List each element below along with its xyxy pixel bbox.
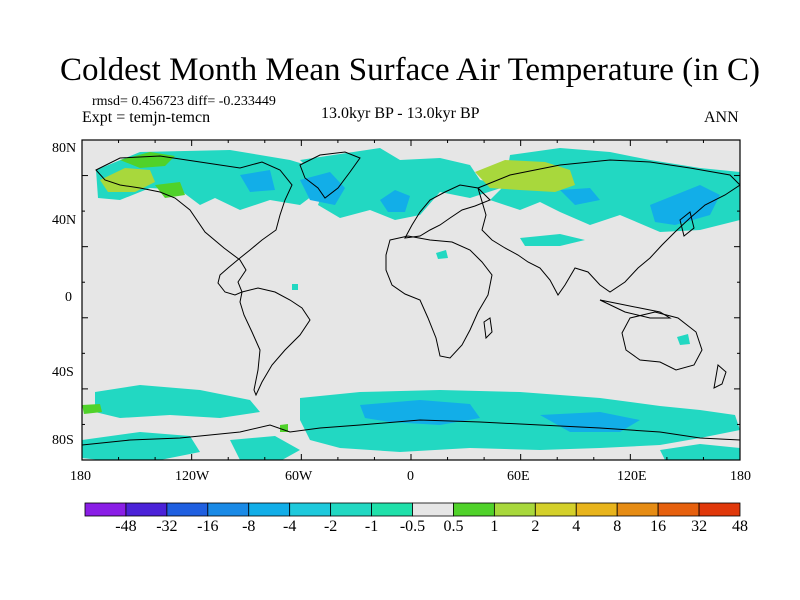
lon-label: 120W — [175, 469, 210, 484]
colorbar-label: 4 — [572, 518, 581, 535]
colorbar-label: 1 — [490, 518, 499, 535]
anomaly-region — [300, 148, 510, 220]
anomaly-region — [240, 170, 275, 192]
anomaly-region — [475, 160, 575, 192]
coastline-greenland — [299, 151, 361, 199]
anomaly-fields — [82, 148, 740, 460]
season-label: ANN — [704, 109, 739, 126]
anomaly-region — [100, 168, 155, 192]
lon-label: 60W — [285, 469, 313, 484]
period-label: 13.0kyr BP - 13.0kyr BP — [321, 105, 480, 122]
anomaly-region — [155, 182, 185, 198]
anomaly-region — [560, 188, 600, 205]
map-title: Coldest Month Mean Surface Air Temperatu… — [60, 52, 760, 88]
anomaly-region — [660, 444, 740, 460]
coastline-north-america — [95, 155, 293, 296]
colorbar-label: -48 — [115, 518, 137, 535]
colorbar-label: 2 — [531, 518, 540, 535]
coastline-madagascar — [483, 317, 493, 340]
coastline-new-zealand — [713, 364, 727, 389]
anomaly-region — [677, 334, 690, 345]
colorbar-swatch — [207, 502, 250, 517]
coastline-japan — [679, 211, 695, 237]
colorbar-swatch — [575, 502, 618, 517]
coastline-australia — [621, 311, 703, 371]
colorbar-label: -2 — [323, 518, 338, 535]
anomaly-region — [436, 250, 448, 259]
colorbar-label: 0.5 — [443, 518, 464, 535]
coastline-asia — [477, 159, 740, 296]
lon-label: 120E — [617, 469, 647, 484]
colorbar — [84, 502, 741, 517]
anomaly-region — [280, 424, 288, 432]
colorbar-swatch — [371, 502, 413, 517]
colorbar-swatch — [125, 502, 168, 517]
coastlines — [82, 151, 740, 446]
colorbar-swatch — [493, 502, 536, 517]
anomaly-region — [95, 385, 260, 418]
coastline-europe — [404, 184, 491, 239]
colorbar-swatch — [534, 502, 577, 517]
lon-label: 0 — [407, 469, 414, 484]
colorbar-label: -16 — [197, 518, 219, 535]
stats-text: rmsd= 0.456723 diff= -0.233449 — [92, 94, 276, 109]
anomaly-region — [82, 404, 102, 414]
coastline-south-america — [239, 287, 311, 397]
anomaly-region — [230, 436, 300, 460]
anomaly-region — [380, 190, 410, 212]
experiment-label: Expt = temjn-temcn — [82, 109, 211, 126]
colorbar-label: -8 — [242, 518, 256, 535]
colorbar-swatch — [289, 502, 332, 517]
colorbar-label: -1 — [364, 518, 379, 535]
lon-label: 60E — [507, 469, 530, 484]
axis-ticks — [81, 139, 741, 461]
anomaly-region — [540, 412, 640, 432]
colorbar-swatch — [616, 502, 659, 517]
lat-label: 80S — [52, 433, 74, 448]
colorbar-swatch — [453, 502, 495, 517]
colorbar-swatch — [330, 502, 372, 517]
lat-label: 40S — [52, 365, 74, 380]
anomaly-region — [650, 185, 720, 225]
colorbar-label: 48 — [732, 518, 748, 535]
colorbar-label: -0.5 — [399, 518, 426, 535]
colorbar-swatch — [412, 502, 454, 517]
coastline-antarctica — [82, 419, 740, 446]
anomaly-region — [82, 432, 200, 460]
anomaly-region — [300, 172, 345, 205]
colorbar-swatch — [698, 502, 741, 517]
lon-label: 180 — [730, 469, 751, 484]
lat-label: 40N — [52, 213, 77, 228]
lat-label: 80N — [52, 141, 77, 156]
anomaly-region — [520, 234, 585, 246]
lat-label: 0 — [65, 290, 72, 305]
colorbar-label: 8 — [613, 518, 622, 535]
anomaly-region — [292, 284, 298, 290]
lon-label: 180 — [70, 469, 91, 484]
anomaly-region — [360, 400, 480, 425]
colorbar-label: 32 — [691, 518, 708, 535]
colorbar-swatch — [166, 502, 209, 517]
colorbar-swatch — [657, 502, 700, 517]
coastline-africa — [385, 235, 493, 359]
colorbar-label: -4 — [283, 518, 297, 535]
colorbar-swatch — [248, 502, 291, 517]
colorbar-swatch — [84, 502, 127, 517]
colorbar-label: 16 — [650, 518, 667, 535]
colorbar-label: -32 — [156, 518, 178, 535]
